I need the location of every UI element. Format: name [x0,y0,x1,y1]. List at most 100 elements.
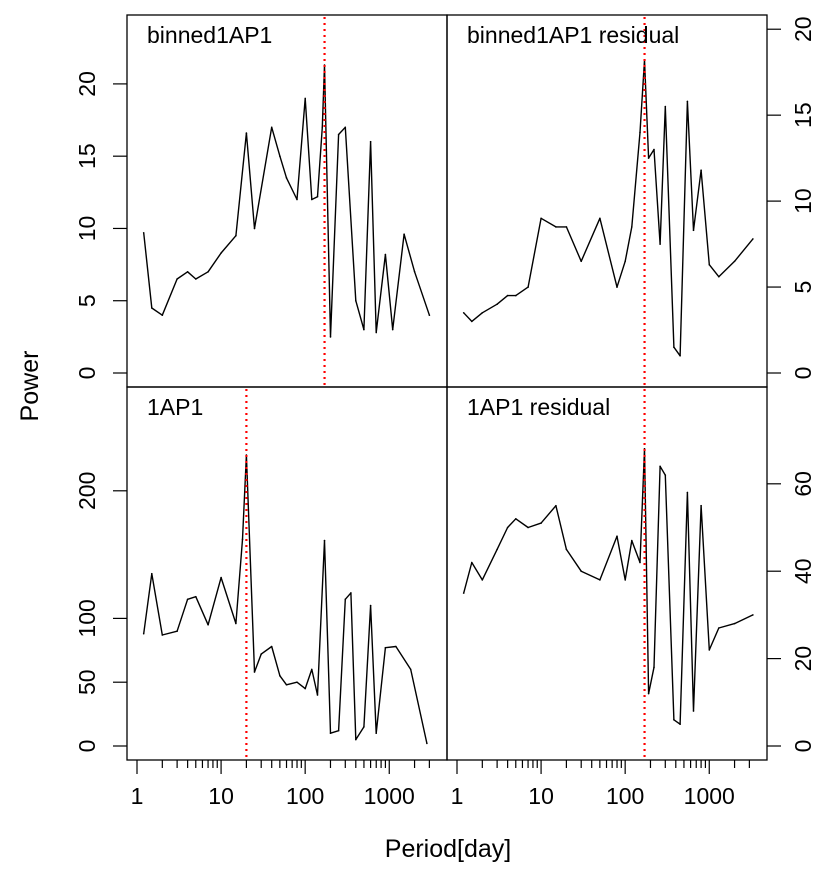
data-point [350,592,352,594]
data-point [235,234,237,237]
y-tick-label: 100 [74,599,100,637]
data-point [344,126,347,129]
x-tick-label: 1000 [684,783,735,809]
data-point [195,278,197,280]
data-point [659,465,661,468]
y-tick-label: 5 [74,294,100,307]
data-point [462,592,465,594]
data-point [506,526,509,529]
data-point [337,133,340,136]
data-point [515,294,517,297]
data-point [195,595,197,598]
y-tick-label: 0 [790,367,816,380]
x-tick-label: 100 [606,783,644,809]
data-point [403,233,405,235]
data-point [471,561,473,564]
data-point [428,314,431,317]
panel-3: 1AP1 0 50 100 200 1 10 100 1000 [74,386,448,809]
data-point [639,131,641,134]
data-point [647,692,650,695]
x-tick-label: 1000 [364,783,415,809]
data-point [733,260,736,263]
series-line [143,454,428,744]
panel-frame [446,14,768,388]
data-point [316,195,319,198]
series-line [463,59,754,357]
data-point [540,522,542,524]
data-point [580,570,582,572]
data-point [752,238,754,240]
data-point [752,614,754,616]
data-point [673,719,675,721]
data-point [296,198,298,201]
x-tick-label: 10 [208,783,234,809]
data-point [631,226,633,228]
data-point [245,132,248,134]
data-point [708,263,711,266]
y-tick-label: 0 [74,367,100,380]
data-point [186,598,189,601]
y-tick-label: 0 [790,740,816,753]
series-line [143,64,431,338]
data-point [304,97,307,100]
data-point [363,726,365,728]
data-point [686,491,689,494]
data-point [692,229,695,232]
data-point [639,561,641,564]
data-point [664,105,667,108]
data-point [296,681,298,683]
x-tick-label: 100 [286,783,324,809]
panel-title: binned1AP1 residual [467,22,679,48]
data-point [304,687,307,690]
x-tick-label: 1 [451,783,464,809]
panel-title: 1AP1 [147,394,203,420]
data-point [599,579,601,581]
data-point [659,243,661,245]
data-point [679,723,681,725]
data-point [624,579,626,581]
x-axis-label: Period[day] [385,835,511,863]
data-point [413,271,416,273]
data-point [270,126,273,129]
series-line [463,448,754,725]
y-tick-label: 40 [790,558,816,584]
data-point [270,645,273,648]
data-point [515,518,517,520]
data-point [471,320,473,323]
data-point [369,140,372,143]
data-point [151,307,153,309]
data-point [207,624,209,626]
data-point [555,226,557,228]
data-point [311,198,313,201]
data-point [384,646,387,649]
data-point [279,675,281,677]
y-axis-label: Power [16,351,44,422]
data-point [337,729,340,732]
panel-2: binned1AP1 residual 0 5 10 15 20 [446,14,816,388]
panel-frame [446,386,768,761]
data-point [426,742,428,745]
y-tick-label: 10 [74,216,100,242]
data-point [718,627,720,629]
data-point [323,539,326,542]
y-tick-label: 10 [790,188,816,214]
data-point [708,649,711,651]
data-point [580,260,582,263]
data-point [161,634,164,636]
y-tick-label: 0 [74,740,100,753]
data-point [355,299,357,302]
y-tick-label: 50 [74,669,100,695]
data-point [679,355,681,357]
data-point [355,738,357,741]
data-point [207,271,209,273]
data-point [369,604,372,607]
x-tick-label: 1 [131,783,144,809]
y-tick-label: 5 [790,281,816,294]
data-point [344,598,347,601]
data-point [733,622,736,625]
data-point [718,275,720,278]
data-point [329,336,332,338]
panel-frame [126,386,448,761]
data-point [176,278,178,280]
